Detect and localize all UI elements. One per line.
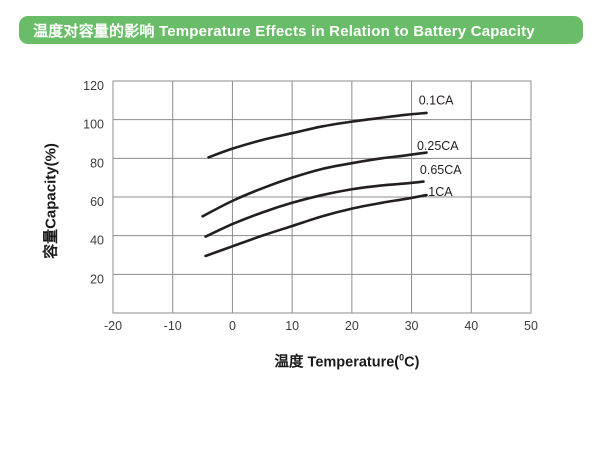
series-label-0-1ca: 0.1CA bbox=[419, 93, 454, 107]
x-axis-title-main: 温度 Temperature( bbox=[274, 354, 400, 371]
curve-0-1ca bbox=[207, 111, 428, 159]
series-label-0-25ca: 0.25CA bbox=[417, 139, 459, 153]
curve-0-25ca bbox=[201, 151, 428, 218]
y-tick-label-60: 60 bbox=[90, 195, 104, 209]
x-axis-title-tail: C) bbox=[404, 354, 420, 371]
y-axis-title: 容量Capacity(%) bbox=[42, 143, 60, 259]
series-label-1ca: 1CA bbox=[428, 185, 453, 199]
x-tick-label-50: 50 bbox=[524, 319, 538, 333]
y-tick-label-20: 20 bbox=[90, 272, 104, 286]
plot-border bbox=[112, 80, 532, 314]
x-tick-label-40: 40 bbox=[464, 319, 478, 333]
x-tick-label-30: 30 bbox=[405, 319, 419, 333]
y-tick-label-120: 120 bbox=[83, 79, 104, 93]
header-bar: 温度对容量的影响 Temperature Effects in Relation… bbox=[19, 16, 583, 44]
curve-0-65ca bbox=[204, 180, 425, 238]
x-tick-label--10: -10 bbox=[164, 319, 182, 333]
page-title: 温度对容量的影响 Temperature Effects in Relation… bbox=[33, 22, 535, 40]
x-tick-label-0: 0 bbox=[229, 319, 236, 333]
x-tick-label-10: 10 bbox=[285, 319, 299, 333]
x-tick-label--20: -20 bbox=[104, 319, 122, 333]
x-axis-title: 温度 Temperature(0C) bbox=[275, 351, 420, 372]
curve-1ca bbox=[204, 193, 428, 258]
y-tick-label-100: 100 bbox=[83, 118, 104, 132]
x-axis-title-degree-sup: 0 bbox=[399, 352, 405, 363]
x-tick-label-20: 20 bbox=[345, 319, 359, 333]
y-tick-label-80: 80 bbox=[90, 156, 104, 170]
series-label-0-65ca: 0.65CA bbox=[420, 163, 462, 177]
y-tick-label-40: 40 bbox=[90, 234, 104, 248]
